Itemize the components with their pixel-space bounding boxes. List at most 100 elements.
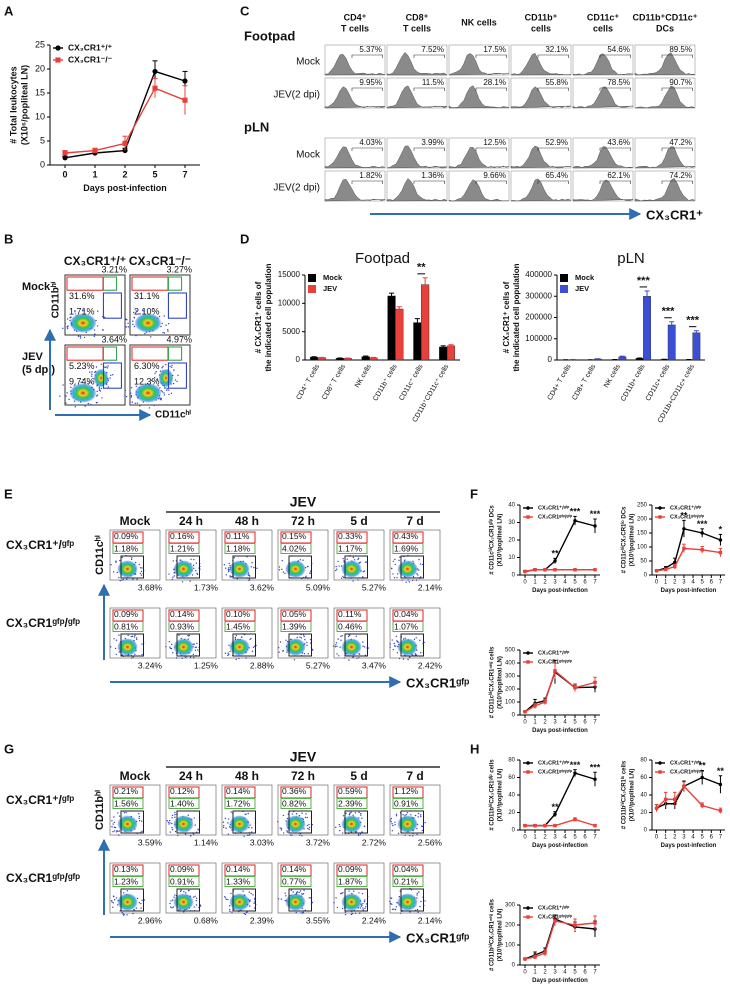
histogram-frame [634, 77, 696, 109]
gate [102, 362, 122, 389]
point [553, 919, 557, 923]
legend-label: Mock [323, 273, 343, 282]
legend-label: CX₃CR1⁻/⁻ [68, 54, 113, 64]
gate [392, 876, 424, 887]
x-tick-label: 1 [664, 580, 668, 586]
event-dot [235, 658, 237, 661]
gate-value: 12.5% [483, 138, 506, 147]
legend-swatch [308, 274, 316, 282]
event-dot [341, 907, 344, 910]
event-dot [114, 826, 117, 829]
bar [395, 308, 404, 361]
event-dot [412, 835, 414, 837]
gate-value: 0.36% [282, 786, 307, 796]
event-dot [167, 323, 170, 325]
point [593, 921, 597, 925]
event-dot [113, 638, 115, 640]
event-dot [358, 657, 360, 659]
event-dot [412, 560, 414, 563]
event-dot [135, 385, 138, 388]
event-dot [89, 371, 91, 373]
event-dot [256, 567, 258, 570]
event-dot [163, 332, 166, 334]
event-dot [286, 830, 288, 832]
gate [168, 798, 200, 809]
legend-label: CX₃CR1ᵍᶠᵖ/ᵍᶠᵖ [670, 513, 705, 520]
x-tick-label: NK cells [603, 363, 622, 389]
event-dot [284, 572, 286, 575]
event-dot [421, 563, 424, 566]
gate [112, 876, 144, 887]
gate-value: 0.21% [394, 876, 419, 886]
bar [635, 358, 644, 361]
annotation: ** [551, 802, 559, 812]
event-dot [418, 891, 420, 893]
histogram-gate [475, 180, 507, 184]
event-dot [416, 894, 418, 896]
event-dot [391, 567, 393, 570]
event-dot [240, 636, 243, 638]
histogram [634, 52, 696, 76]
event-dot [197, 828, 199, 831]
gate-value: 0.91% [170, 876, 195, 886]
event-dot [338, 655, 340, 657]
event-dot [362, 907, 364, 909]
density-blob [158, 369, 174, 387]
event-dot [282, 832, 285, 834]
event-dot [193, 558, 195, 561]
y-tick-label: 20 [508, 810, 515, 816]
legend-label: CX₃CR1ᵍᶠᵖ/ᵍᶠᵖ [538, 913, 573, 920]
event-dot [335, 897, 337, 899]
gate [167, 292, 187, 319]
event-dot [171, 817, 173, 819]
histogram [510, 145, 572, 169]
event-dot [407, 579, 409, 581]
event-dot [126, 890, 129, 892]
gate-value: 0.12% [170, 786, 195, 796]
histogram [448, 85, 510, 109]
x-tick-label: 1 [533, 580, 537, 586]
event-dot [352, 580, 354, 582]
point [593, 680, 597, 685]
legend-label: CX₃CR1ᵍᶠᵖ/ᵍᶠᵖ [670, 768, 705, 775]
event-dot [298, 834, 301, 836]
event-dot [361, 817, 363, 819]
event-dot [345, 812, 347, 815]
column-header: 5 d [350, 769, 367, 783]
event-dot [162, 331, 164, 334]
event-dot [285, 895, 287, 897]
gate [336, 543, 368, 554]
gate-value: 54.6% [607, 45, 630, 54]
event-dot [165, 389, 168, 391]
event-dot [302, 912, 304, 914]
x-tick-label: 6 [710, 835, 714, 841]
y-tick-label: 20 [508, 538, 515, 544]
point [682, 784, 686, 788]
annotation: ** [717, 766, 725, 776]
event-dot [113, 826, 116, 829]
event-dot [174, 816, 176, 818]
gate-value: 2.14% [418, 582, 443, 592]
event-dot [227, 898, 229, 901]
y-axis-label: # CD11bʰⁱCX₃CR1ᵍᶠᵖ cells [487, 759, 496, 831]
event-dot [170, 647, 173, 650]
event-dot [172, 906, 175, 908]
event-dot [102, 329, 104, 331]
event-dot [133, 636, 136, 638]
event-dot [181, 581, 184, 583]
event-dot [279, 641, 282, 643]
y-tick-label: 300000 [525, 291, 552, 300]
histogram-gate [475, 54, 507, 58]
event-dot [138, 313, 140, 315]
event-dot [357, 557, 360, 559]
event-dot [409, 656, 411, 658]
y-tick-label: 40 [508, 503, 515, 509]
event-dot [141, 567, 143, 569]
event-dot [122, 914, 125, 916]
event-dot [396, 573, 399, 575]
event-dot [249, 638, 251, 641]
event-dot [235, 634, 238, 637]
event-dot [118, 815, 121, 817]
gate [120, 555, 144, 579]
y-axis-label: # Total leukocytes [8, 66, 18, 143]
